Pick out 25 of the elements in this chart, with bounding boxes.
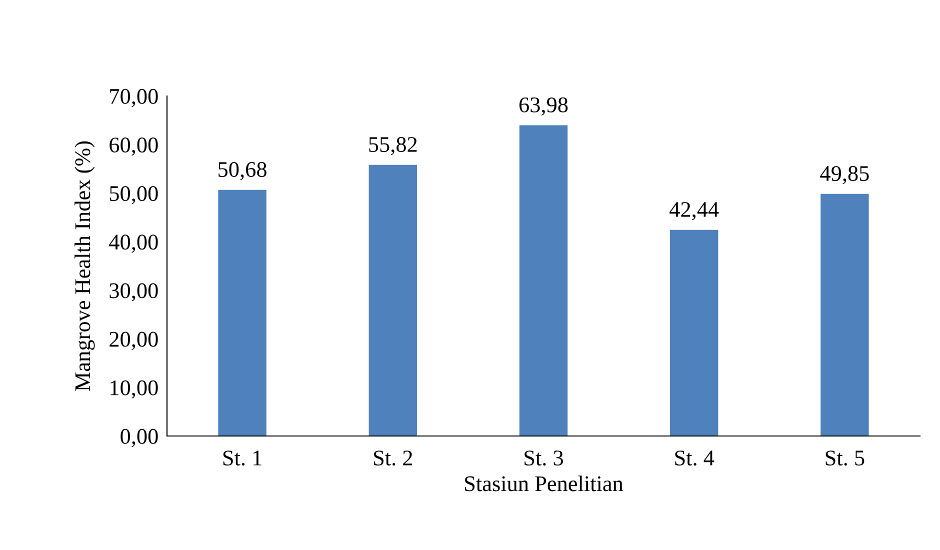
data-label: 63,98	[519, 97, 568, 116]
x-tick-label: St. 2	[374, 450, 412, 466]
bar	[670, 230, 718, 436]
x-axis-title: Stasiun Penelitian	[465, 476, 624, 492]
data-label: 49,85	[820, 166, 869, 184]
bar	[218, 190, 266, 436]
bar	[519, 125, 568, 436]
y-tick-label: 70,00	[110, 88, 158, 108]
y-tick-label: 50,00	[110, 186, 158, 204]
x-tick-label: St. 5	[826, 450, 864, 466]
y-tick-label: 20,00	[110, 332, 158, 350]
data-label: 42,44	[670, 202, 719, 220]
data-label: 50,68	[218, 162, 266, 180]
x-tick-label: St. 3	[524, 450, 564, 466]
bar	[368, 164, 417, 436]
x-tick-label: St. 1	[223, 450, 262, 466]
y-tick-label: 0,00	[120, 428, 158, 448]
bar	[820, 194, 869, 436]
y-axis-title: Mangrove Health Index (%)	[74, 141, 95, 391]
data-label: 55,82	[369, 137, 417, 156]
y-tick-label: 40,00	[109, 234, 158, 253]
y-tick-label: 60,00	[110, 138, 158, 156]
y-tick-label: 30,00	[110, 283, 158, 302]
x-tick-label: St. 4	[675, 450, 714, 466]
y-tick-label: 10,00	[110, 380, 158, 399]
